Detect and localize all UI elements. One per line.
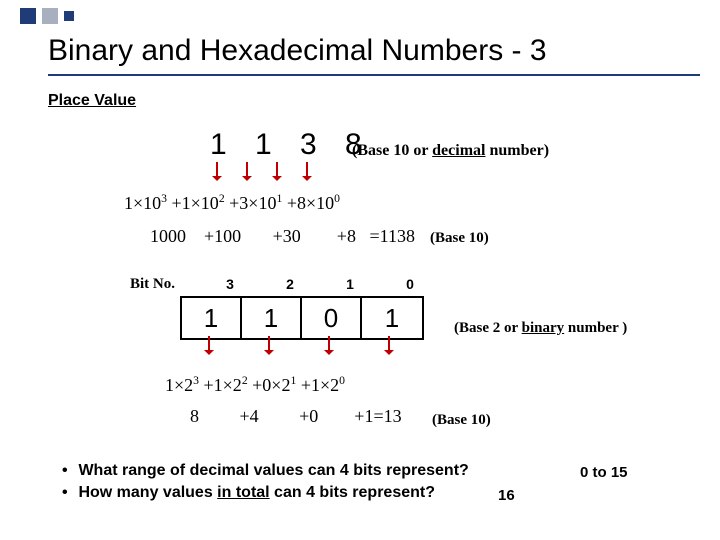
bit-cell: 1	[362, 298, 422, 338]
exp: 2	[242, 374, 248, 387]
arrow-icon	[306, 162, 308, 180]
exp: 2	[219, 192, 225, 205]
decimal-arrows	[206, 162, 406, 194]
term: +8×10	[287, 193, 334, 213]
arrow-icon	[208, 336, 210, 354]
q1-text: What range of decimal values can 4 bits …	[78, 462, 468, 479]
base10-tag-a: (Base 10)	[430, 230, 489, 247]
exp: 0	[339, 374, 345, 387]
base10-tag-b: (Base 10)	[432, 412, 491, 429]
q2-pre: How many values	[78, 484, 217, 501]
square-navy	[20, 8, 36, 24]
bitno: 0	[380, 276, 440, 292]
arrow-icon	[276, 162, 278, 180]
binary-base-label: (Base 2 or binary number )	[454, 320, 627, 337]
binary-sum: 8 +4 +0 +1=13	[190, 406, 402, 427]
decimal-label-suffix: number)	[485, 142, 549, 159]
square-grey	[42, 8, 58, 24]
binary-expansion: 1×23 +1×22 +0×21 +1×20	[165, 374, 345, 396]
term: 1×2	[165, 375, 193, 395]
term: +1×2	[301, 375, 339, 395]
exp: 1	[276, 192, 282, 205]
decimal-base-label: (Base 10 or decimal number)	[352, 142, 549, 160]
exp: 1	[290, 374, 296, 387]
bit-cell: 1	[182, 298, 242, 338]
binary-label-underlined: binary	[522, 320, 565, 336]
sum-result: =1138	[369, 226, 414, 246]
decimal-label-underlined: decimal	[432, 142, 485, 159]
decimal-digits: 1 1 3 8	[210, 128, 372, 162]
term: 1×10	[124, 193, 161, 213]
sum-terms: 8 +4 +0 +1=13	[190, 406, 402, 426]
arrow-icon	[328, 336, 330, 354]
square-small-navy	[64, 11, 74, 21]
bitno: 3	[200, 276, 260, 292]
arrow-icon	[246, 162, 248, 180]
bit-numbers: 3 2 1 0	[200, 276, 440, 292]
bitno: 2	[260, 276, 320, 292]
bit-cell: 1	[242, 298, 302, 338]
q2-post: can 4 bits represent?	[270, 484, 435, 501]
term: +1×2	[204, 375, 242, 395]
term: +1×10	[172, 193, 219, 213]
term: +3×10	[229, 193, 276, 213]
question-2: • How many values in total can 4 bits re…	[62, 482, 469, 504]
exp: 3	[161, 192, 167, 205]
question-1: • What range of decimal values can 4 bit…	[62, 460, 469, 482]
arrow-icon	[268, 336, 270, 354]
decimal-label-prefix: (Base 10 or	[352, 142, 432, 159]
binary-arrows	[180, 336, 440, 370]
sum-terms: 1000 +100 +30 +8	[150, 226, 356, 246]
exp: 0	[334, 192, 340, 205]
exp: 3	[193, 374, 199, 387]
section-heading: Place Value	[48, 92, 136, 110]
binary-label-prefix: (Base 2 or	[454, 320, 522, 336]
decimal-expansion: 1×103 +1×102 +3×101 +8×100	[124, 192, 340, 214]
questions-block: • What range of decimal values can 4 bit…	[62, 460, 469, 505]
bitno-label: Bit No.	[130, 276, 175, 293]
arrow-icon	[388, 336, 390, 354]
answer-1: 0 to 15	[580, 464, 628, 481]
bitno: 1	[320, 276, 380, 292]
bit-cell: 0	[302, 298, 362, 338]
term: +0×2	[252, 375, 290, 395]
decimal-sum: 1000 +100 +30 +8 =1138	[150, 226, 415, 247]
slide-title: Binary and Hexadecimal Numbers - 3	[48, 34, 700, 76]
arrow-icon	[216, 162, 218, 180]
binary-label-suffix: number )	[564, 320, 627, 336]
binary-table: 1 1 0 1	[180, 296, 424, 340]
decorative-squares	[20, 8, 74, 24]
answer-2: 16	[498, 487, 515, 504]
q2-mid: in total	[217, 484, 269, 501]
